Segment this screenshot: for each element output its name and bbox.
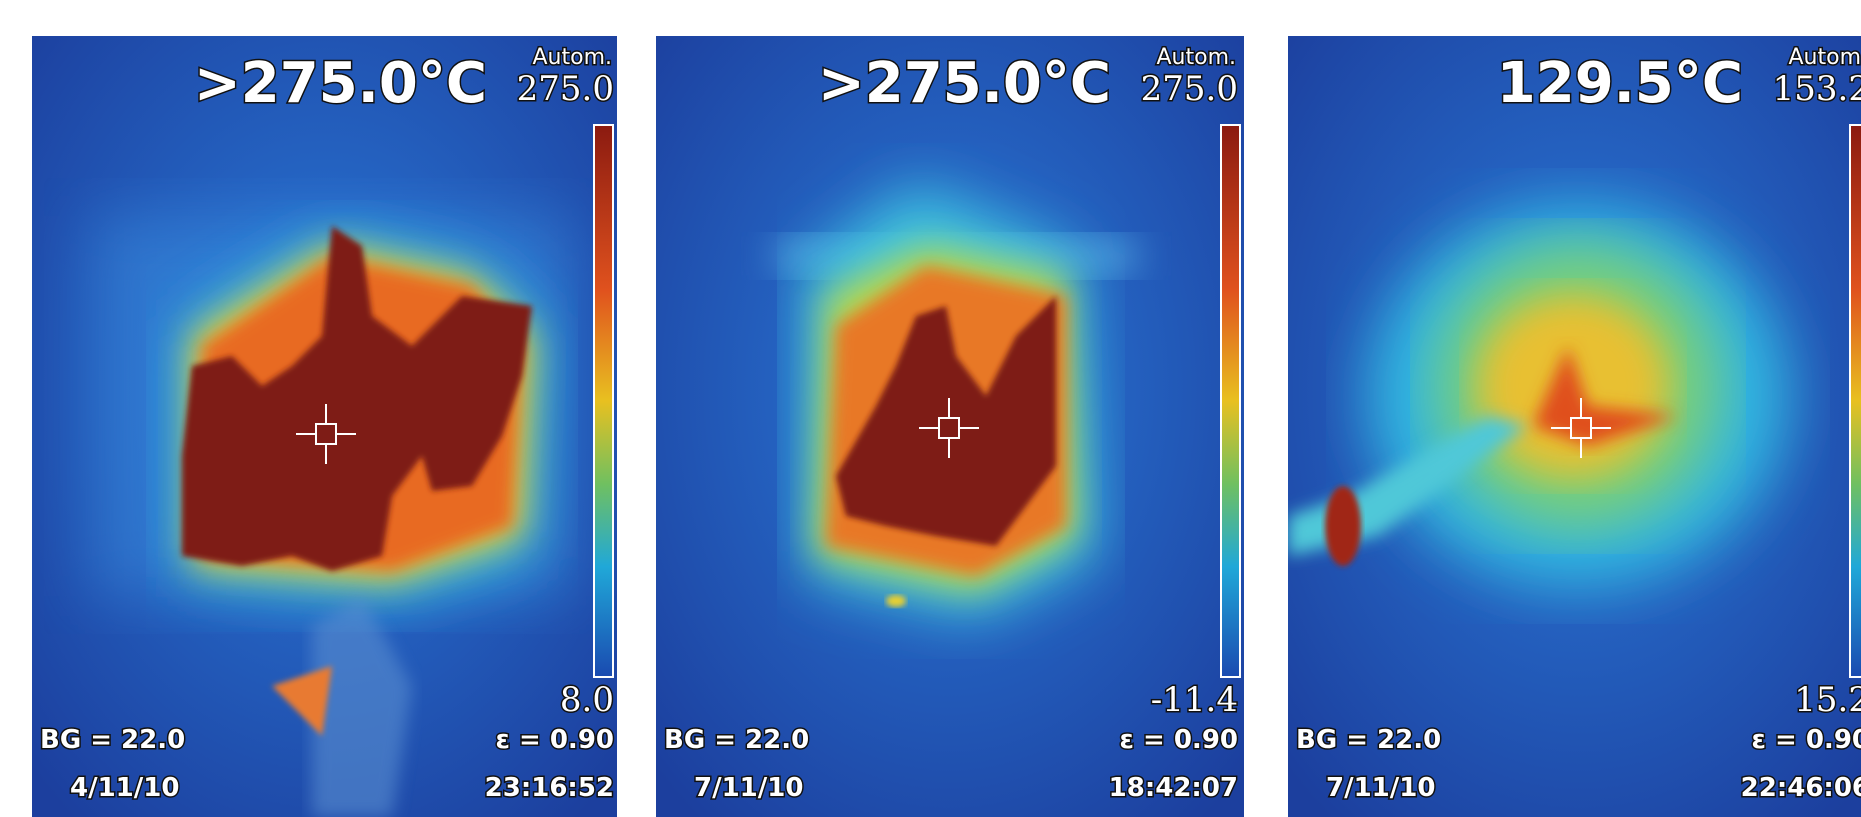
scale-min: -11.4 [1151, 680, 1238, 720]
scale-min: 15.2 [1794, 680, 1861, 720]
mode-label: Autom. [1788, 45, 1861, 70]
thermal-panel: 129.5°C Autom.153.2 15.2 BG = 22.0 ε = 0.90 7… [1288, 36, 1861, 817]
thermal-figure: >275.0°CAutom.275.08.0BG = 22.0ε = 0.904… [0, 0, 1861, 817]
temperature-reading: >275.0°C [194, 51, 487, 116]
scale-min: 8.0 [560, 680, 614, 720]
thermal-image [1288, 36, 1861, 817]
background-temp: BG = 22.0 [40, 725, 185, 755]
thermal-panel: >275.0°C Autom.275.0 -11.4 BG = 22.0 ε = 0.9… [656, 36, 1244, 817]
emissivity: ε = 0.90 [495, 725, 614, 755]
scale-max: 153.2 [1773, 69, 1861, 109]
scale-max: 275.0 [517, 69, 614, 109]
date: 7/11/10 [694, 773, 803, 803]
mode-label: Autom. [532, 45, 612, 70]
emissivity: ε = 0.90 [1119, 725, 1238, 755]
temperature-reading: >275.0°C [818, 51, 1111, 116]
temperature-reading: 129.5°C [1497, 51, 1743, 116]
time: 23:16:52 [485, 773, 614, 803]
thermal-image [32, 36, 617, 817]
date: 4/11/10 [70, 773, 179, 803]
thermal-panel: >275.0°C Autom.275.0 8.0 BG = 22.0 ε = 0.90 4… [32, 36, 617, 817]
emissivity: ε = 0.90 [1751, 725, 1861, 755]
mode-label: Autom. [1156, 45, 1236, 70]
time: 22:46:06 [1741, 773, 1861, 803]
color-scale [1850, 125, 1861, 677]
color-scale [1221, 125, 1240, 677]
time: 18:42:07 [1109, 773, 1238, 803]
scale-max: 275.0 [1141, 69, 1238, 109]
background-temp: BG = 22.0 [1296, 725, 1441, 755]
background-temp: BG = 22.0 [664, 725, 809, 755]
color-scale [594, 125, 613, 677]
date: 7/11/10 [1326, 773, 1435, 803]
